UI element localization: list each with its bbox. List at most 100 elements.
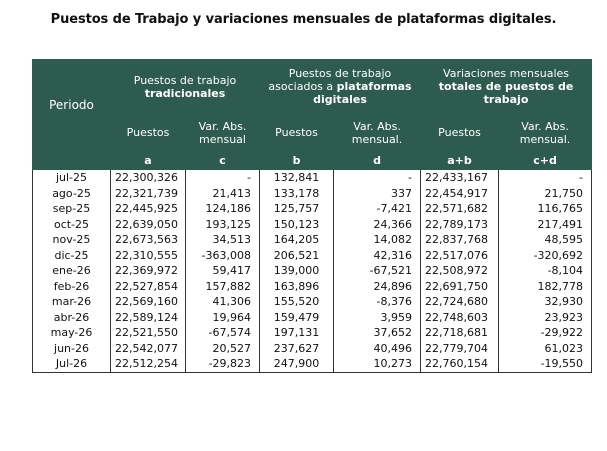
cell-puestos-totales: 22,779,704 [420, 340, 500, 356]
subheader-var-c: Var. Abs. mensual [184, 113, 261, 152]
cell-puestos-tradicionales: 22,639,050 [110, 216, 186, 232]
group-traditional-line1: Puestos de trabajo [133, 73, 237, 87]
cell-var-tradicionales: 193,125 [184, 216, 261, 232]
cell-var-totales: 21,750 [498, 185, 593, 201]
cell-period: sep-25 [32, 201, 111, 217]
cell-puestos-tradicionales: 22,512,254 [110, 356, 186, 373]
cell-var-plataformas: 37,652 [333, 325, 422, 341]
cell-period: ago-25 [32, 185, 111, 201]
table-title: Puestos de Trabajo y variaciones mensual… [50, 12, 557, 27]
cell-var-tradicionales: 41,306 [184, 294, 261, 310]
cell-var-plataformas: -8,376 [333, 294, 422, 310]
cell-puestos-totales: 22,789,173 [420, 216, 500, 232]
cell-puestos-plataformas: 197,131 [259, 325, 335, 341]
cell-puestos-totales: 22,454,917 [420, 185, 500, 201]
cell-puestos-tradicionales: 22,589,124 [110, 309, 186, 325]
data-table: Periodo Puestos de trabajo tradicionales… [32, 59, 593, 373]
cell-puestos-plataformas: 139,000 [259, 263, 335, 279]
group-traditional-line2: tradicionales [144, 86, 226, 100]
cell-puestos-tradicionales: 22,310,555 [110, 247, 186, 263]
cell-puestos-totales: 22,760,154 [420, 356, 500, 373]
table-row: may-26 22,521,550 -67,574 197,131 37,652 22,7… [32, 325, 593, 341]
cell-puestos-totales: 22,748,603 [420, 309, 500, 325]
table-body: jul-25 22,300,326-132,841-22,433,167- ago-… [32, 169, 593, 373]
cell-puestos-tradicionales: 22,369,972 [110, 263, 186, 279]
group-variation-line2: totales de puestos de [438, 80, 574, 93]
cell-puestos-plataformas: 125,757 [259, 201, 335, 217]
cell-puestos-tradicionales: 22,527,854 [110, 278, 186, 294]
cell-puestos-tradicionales: 22,521,550 [110, 325, 186, 341]
cell-var-plataformas: 42,316 [333, 247, 422, 263]
cell-period: oct-25 [32, 216, 111, 232]
cell-puestos-totales: 22,433,167 [420, 169, 500, 186]
group-platform-line4: digitales [313, 93, 367, 106]
cell-var-tradicionales: -363,008 [184, 247, 261, 263]
table-row: jun-26 22,542,077 20,527 237,627 40,496 22,77… [32, 340, 593, 356]
cell-var-tradicionales: 34,513 [184, 232, 261, 248]
table-row: abr-26 22,589,124 19,964 159,479 3,959 22,748… [32, 309, 593, 325]
cell-var-plataformas: 14,082 [333, 232, 422, 248]
cell-var-totales: 61,023 [498, 340, 593, 356]
cell-puestos-tradicionales: 22,673,563 [110, 232, 186, 248]
cell-puestos-totales: 22,837,768 [420, 232, 500, 248]
table-row: ene-26 22,369,972 59,417 139,000 -67,521 22,5… [32, 263, 593, 279]
cell-puestos-totales: 22,508,972 [420, 263, 500, 279]
cell-puestos-tradicionales: 22,569,160 [110, 294, 186, 310]
cell-var-totales: 23,923 [498, 309, 593, 325]
cell-var-tradicionales: 124,186 [184, 201, 261, 217]
cell-puestos-tradicionales: 22,321,739 [110, 185, 186, 201]
cell-var-tradicionales: 157,882 [184, 278, 261, 294]
letter-a: a [110, 151, 186, 170]
cell-var-totales: -29,922 [498, 325, 593, 341]
cell-puestos-plataformas: 133,178 [259, 185, 335, 201]
letter-cd: c+d [498, 151, 593, 170]
cell-var-totales: -19,550 [498, 356, 593, 373]
period-header: Periodo [32, 59, 111, 152]
cell-period: may-26 [32, 325, 111, 341]
cell-var-totales: 182,778 [498, 278, 593, 294]
group-variation-line3: trabajo [483, 93, 529, 106]
cell-puestos-tradicionales: 22,542,077 [110, 340, 186, 356]
cell-puestos-plataformas: 132,841 [259, 169, 335, 186]
table-row: dic-25 22,310,555 -363,008 206,521 42,316 22,… [32, 247, 593, 263]
cell-var-tradicionales: 59,417 [184, 263, 261, 279]
cell-period: nov-25 [32, 232, 111, 248]
cell-var-totales: -8,104 [498, 263, 593, 279]
subheader-var-cd: Var. Abs. mensual. [498, 113, 593, 152]
cell-var-tradicionales: 19,964 [184, 309, 261, 325]
table-row: oct-25 22,639,050 193,125 150,123 24,366 22,7… [32, 216, 593, 232]
cell-puestos-plataformas: 237,627 [259, 340, 335, 356]
group-variation-header: Variaciones mensuales totales de puestos… [420, 59, 593, 114]
cell-puestos-plataformas: 159,479 [259, 309, 335, 325]
cell-var-totales: 217,491 [498, 216, 593, 232]
cell-period: jul-25 [32, 169, 111, 186]
cell-var-plataformas: -67,521 [333, 263, 422, 279]
subheader-puestos-b: Puestos [259, 113, 335, 152]
cell-puestos-plataformas: 150,123 [259, 216, 335, 232]
cell-period: mar-26 [32, 294, 111, 310]
table-row: Jul-26 22,512,254 -29,823 247,900 10,273 22,7… [32, 356, 593, 373]
subheader-puestos-ab: Puestos [420, 113, 500, 152]
cell-var-plataformas: 337 [333, 185, 422, 201]
group-traditional-header: Puestos de trabajo tradicionales [109, 59, 261, 114]
cell-var-tradicionales: - [184, 169, 261, 186]
cell-var-tradicionales: -29,823 [184, 356, 261, 373]
cell-var-tradicionales: 20,527 [184, 340, 261, 356]
cell-var-totales: 48,595 [498, 232, 593, 248]
cell-period: feb-26 [32, 278, 111, 294]
table-row: jul-25 22,300,326-132,841-22,433,167- [32, 169, 593, 186]
subheader-puestos-a: Puestos [110, 113, 186, 152]
group-variation-line1: Variaciones mensuales [443, 67, 570, 80]
cell-puestos-plataformas: 247,900 [259, 356, 335, 373]
cell-var-plataformas: 10,273 [333, 356, 422, 373]
group-platform-line1: Puestos de trabajo [288, 67, 392, 80]
letter-b: b [259, 151, 335, 170]
cell-period: ene-26 [32, 263, 111, 279]
cell-var-plataformas: - [333, 169, 422, 186]
cell-puestos-totales: 22,571,682 [420, 201, 500, 217]
table-header: Periodo Puestos de trabajo tradicionales… [32, 59, 593, 170]
cell-var-totales: 116,765 [498, 201, 593, 217]
cell-puestos-plataformas: 163,896 [259, 278, 335, 294]
group-platform-header: Puestos de trabajo asociados a plataform… [259, 59, 422, 114]
table-row: mar-26 22,569,160 41,306 155,520 -8,376 22,72… [32, 294, 593, 310]
